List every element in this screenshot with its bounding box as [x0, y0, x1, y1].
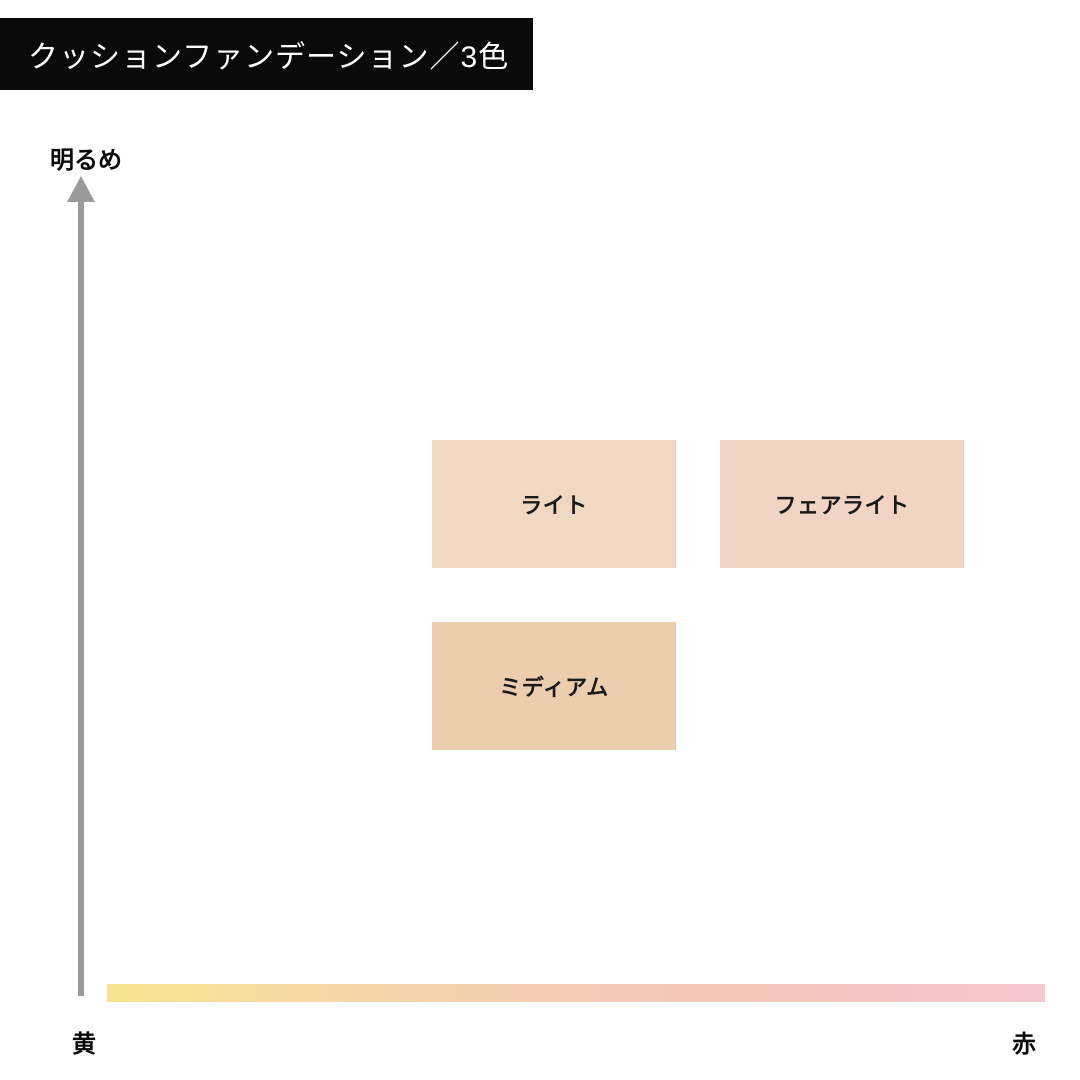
y-axis-line [78, 198, 84, 996]
shade-swatch: フェアライト [720, 440, 964, 568]
x-axis-label-left: 黄 [72, 1024, 96, 1059]
shade-chart: 明るめ 黄 赤 ライト フェアライトミディアム [0, 0, 1080, 1080]
shade-label: ミディアム [499, 670, 608, 702]
y-axis-label: 明るめ [50, 140, 122, 175]
shade-label: ライト [520, 488, 588, 520]
shade-label: フェアライト [774, 488, 909, 520]
shade-swatch: ライト [432, 440, 676, 568]
x-axis-label-right: 赤 [1012, 1024, 1036, 1059]
x-axis-gradient [107, 984, 1045, 1002]
y-axis-arrow-icon [67, 176, 95, 202]
shade-swatch: ミディアム [432, 622, 676, 750]
